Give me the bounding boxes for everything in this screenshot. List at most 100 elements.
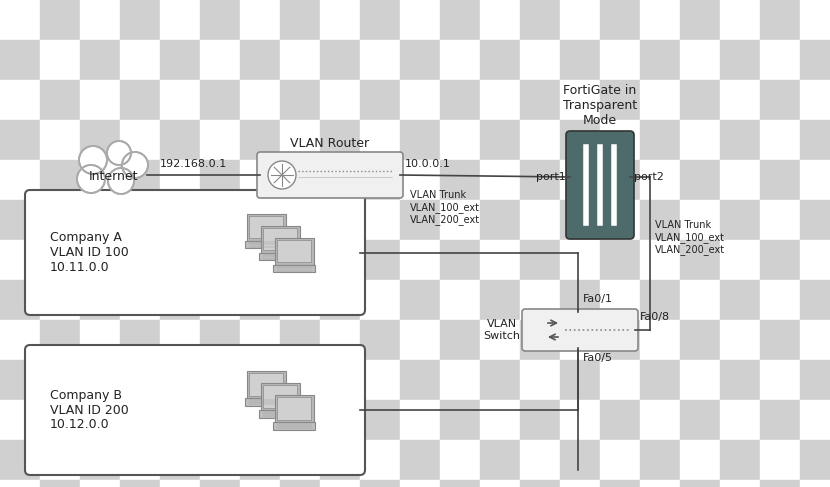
Bar [400,40,440,80]
Bar [520,320,560,360]
Bar [280,120,320,160]
Bar [600,360,640,400]
Bar [760,160,800,200]
Bar [440,280,480,320]
Bar [80,440,120,480]
FancyBboxPatch shape [257,152,403,198]
Bar [40,240,80,280]
Bar [600,240,640,280]
Text: VLAN
Switch: VLAN Switch [483,319,520,341]
Bar [800,0,830,40]
Bar [720,120,760,160]
Bar [720,240,760,280]
FancyBboxPatch shape [522,309,638,351]
Bar [720,40,760,80]
Bar [480,320,520,360]
FancyBboxPatch shape [249,216,283,238]
Bar [680,280,720,320]
Bar [40,80,80,120]
FancyBboxPatch shape [272,422,315,430]
Bar [320,160,360,200]
Bar [360,280,400,320]
Bar [120,120,160,160]
Bar [760,480,800,487]
Bar [360,120,400,160]
Bar [120,0,160,40]
Bar [800,80,830,120]
Bar [200,0,240,40]
Bar [800,200,830,240]
Bar [400,440,440,480]
Bar [680,160,720,200]
Bar [400,80,440,120]
FancyBboxPatch shape [247,213,286,241]
Bar [160,120,200,160]
Bar [440,0,480,40]
Bar [760,200,800,240]
Ellipse shape [79,146,107,174]
Bar [560,320,600,360]
Bar [600,480,640,487]
Bar [200,440,240,480]
Bar [360,360,400,400]
Bar [120,360,160,400]
Bar [280,160,320,200]
FancyBboxPatch shape [249,373,283,396]
Bar [120,160,160,200]
Text: Company B
VLAN ID 200
10.12.0.0: Company B VLAN ID 200 10.12.0.0 [50,389,129,431]
FancyBboxPatch shape [259,410,301,417]
Bar [640,440,680,480]
Bar [80,120,120,160]
Bar [520,80,560,120]
Bar [720,360,760,400]
Bar [80,160,120,200]
Bar [80,0,120,40]
Bar [640,480,680,487]
Bar [160,0,200,40]
Bar [120,400,160,440]
Text: 192.168.0.1: 192.168.0.1 [160,159,227,169]
Bar [440,360,480,400]
Circle shape [268,161,296,189]
Bar [80,200,120,240]
Bar [320,0,360,40]
Bar [760,0,800,40]
Bar [0,240,40,280]
Bar [240,40,280,80]
Bar [640,240,680,280]
Text: VLAN Trunk
VLAN_100_ext
VLAN_200_ext: VLAN Trunk VLAN_100_ext VLAN_200_ext [410,190,480,225]
Bar [760,320,800,360]
Bar [440,480,480,487]
FancyBboxPatch shape [275,395,314,422]
Bar [120,280,160,320]
FancyBboxPatch shape [566,131,634,239]
Bar [80,360,120,400]
Bar [680,80,720,120]
Bar [160,320,200,360]
Text: FortiGate in
Transparent
Mode: FortiGate in Transparent Mode [563,84,637,127]
Bar [680,240,720,280]
Ellipse shape [108,168,134,194]
Bar [360,320,400,360]
Bar [440,40,480,80]
Bar [240,0,280,40]
Bar [680,360,720,400]
Bar [0,40,40,80]
Bar [280,240,320,280]
Bar [800,400,830,440]
Bar [160,200,200,240]
Bar [400,240,440,280]
Ellipse shape [107,141,131,165]
Bar [640,40,680,80]
Bar [640,120,680,160]
Bar [800,280,830,320]
Bar [240,80,280,120]
Ellipse shape [77,165,105,193]
Bar [200,480,240,487]
Bar [0,480,40,487]
Bar [760,40,800,80]
Bar [360,0,400,40]
Bar [240,240,280,280]
Text: Fa0/5: Fa0/5 [583,353,613,363]
FancyBboxPatch shape [259,252,301,260]
